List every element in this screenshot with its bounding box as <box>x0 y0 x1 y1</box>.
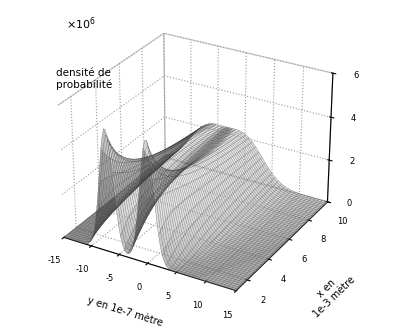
Text: densité de
probabilité: densité de probabilité <box>56 68 112 90</box>
Y-axis label: x en
1e-3 mètre: x en 1e-3 mètre <box>304 266 358 319</box>
Text: $\times 10^6$: $\times 10^6$ <box>65 16 95 32</box>
X-axis label: y en 1e-7 mètre: y en 1e-7 mètre <box>86 295 164 329</box>
